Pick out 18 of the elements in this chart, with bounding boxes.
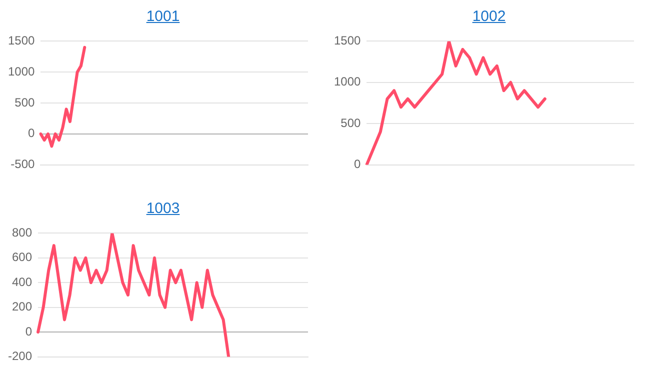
y-tick-label: 1000 xyxy=(334,74,362,89)
y-tick-label: 0 xyxy=(28,126,36,140)
y-tick-label: 500 xyxy=(14,95,36,110)
chart-title: 1001 xyxy=(146,8,180,25)
chart-title: 1003 xyxy=(146,200,180,217)
y-tick-label: 1500 xyxy=(8,34,36,48)
y-tick-label: 1000 xyxy=(8,64,36,78)
y-tick-label: 500 xyxy=(340,116,362,130)
y-tick-label: 800 xyxy=(12,226,32,240)
y-tick-label: 0 xyxy=(25,324,32,338)
chart-title: 1002 xyxy=(472,8,506,25)
y-tick-label: 1500 xyxy=(334,34,362,48)
y-tick-label: 600 xyxy=(12,250,32,264)
y-tick-label: -200 xyxy=(8,349,32,364)
y-tick-label: -500 xyxy=(10,157,36,172)
y-tick-label: 400 xyxy=(12,274,32,289)
y-tick-label: 0 xyxy=(354,157,362,172)
y-tick-label: 200 xyxy=(12,300,32,314)
